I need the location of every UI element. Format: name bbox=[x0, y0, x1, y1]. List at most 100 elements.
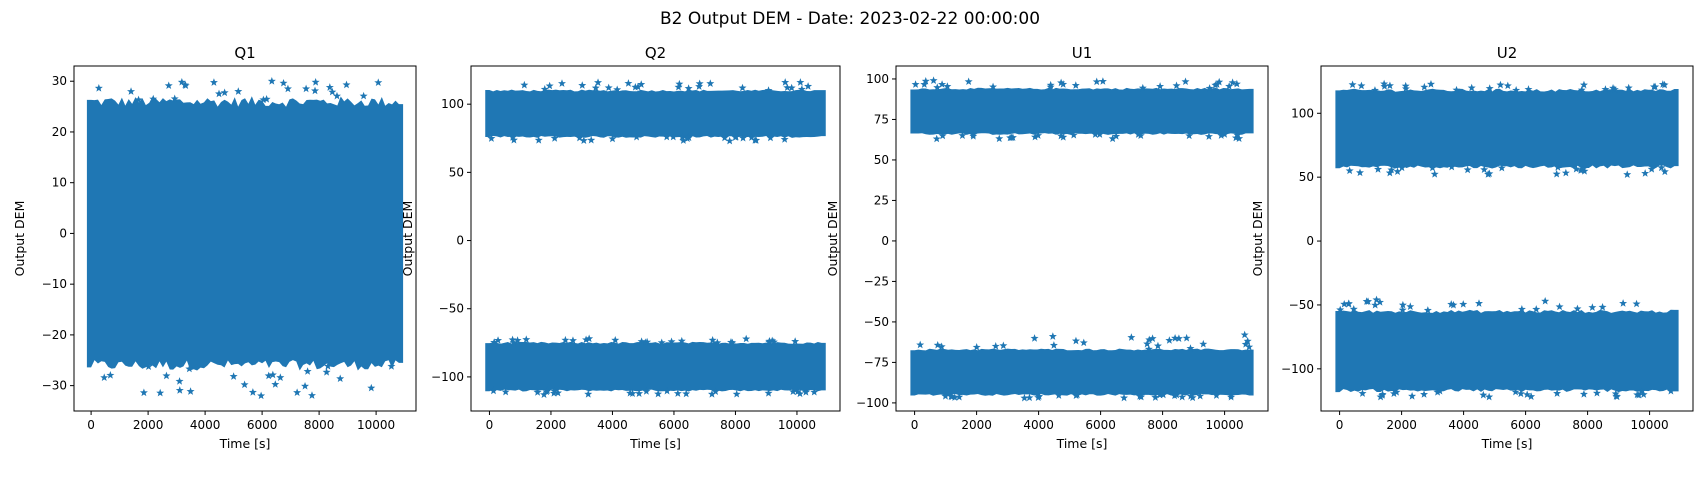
data-point bbox=[1449, 300, 1458, 309]
data-point bbox=[708, 335, 717, 344]
data-point bbox=[578, 81, 587, 89]
data-point bbox=[769, 337, 778, 346]
data-point bbox=[1233, 130, 1242, 139]
data-point bbox=[1137, 392, 1146, 401]
data-point bbox=[550, 134, 559, 142]
y-tick-label: 10 bbox=[52, 176, 67, 190]
data-point bbox=[1624, 83, 1633, 92]
data-point bbox=[1153, 341, 1162, 350]
data-point bbox=[947, 392, 956, 400]
data-point bbox=[921, 76, 930, 85]
data-point bbox=[322, 368, 331, 376]
y-tick-label: 50 bbox=[449, 165, 464, 179]
data-band bbox=[910, 348, 1254, 396]
data-point bbox=[631, 82, 640, 91]
data-point bbox=[683, 134, 692, 143]
data-point bbox=[1637, 387, 1646, 395]
data-point bbox=[1357, 81, 1366, 90]
data-point bbox=[585, 334, 594, 343]
data-point bbox=[1182, 333, 1191, 342]
data-point bbox=[1049, 341, 1058, 349]
x-axis-label: Time [s] bbox=[1481, 436, 1533, 451]
data-point bbox=[308, 391, 316, 399]
data-point bbox=[186, 387, 195, 395]
data-point bbox=[1452, 85, 1461, 94]
data-point bbox=[611, 335, 620, 344]
data-point bbox=[584, 390, 593, 398]
data-point bbox=[679, 136, 688, 144]
data-point bbox=[220, 88, 229, 97]
data-point bbox=[613, 85, 622, 94]
data-point bbox=[937, 342, 946, 351]
data-point bbox=[311, 86, 319, 95]
data-point bbox=[789, 387, 798, 396]
y-tick-label: 100 bbox=[1291, 106, 1314, 120]
data-point bbox=[1155, 390, 1164, 399]
data-point bbox=[1479, 390, 1488, 399]
data-point bbox=[950, 393, 959, 401]
data-point bbox=[695, 79, 704, 88]
data-point bbox=[1156, 82, 1165, 90]
data-point bbox=[325, 83, 334, 91]
data-point bbox=[793, 387, 802, 396]
x-axis-label: Time [s] bbox=[1056, 436, 1108, 451]
data-point bbox=[489, 386, 498, 395]
data-point bbox=[1657, 163, 1666, 172]
data-point bbox=[938, 131, 947, 140]
data-point bbox=[1666, 386, 1675, 395]
data-point bbox=[229, 372, 238, 380]
data-point bbox=[387, 362, 396, 370]
data-point bbox=[1057, 78, 1066, 87]
y-axis-label: Output DEM bbox=[1250, 201, 1265, 277]
x-tick-label: 8000 bbox=[720, 418, 751, 432]
data-point bbox=[999, 341, 1008, 350]
data-point bbox=[677, 336, 686, 345]
axes-frame bbox=[1320, 65, 1694, 412]
data-point bbox=[1020, 393, 1029, 402]
data-point bbox=[1380, 79, 1389, 88]
data-point bbox=[271, 380, 280, 388]
data-point bbox=[1340, 299, 1349, 308]
data-point bbox=[1145, 335, 1154, 344]
data-point bbox=[1447, 300, 1456, 308]
data-point bbox=[1071, 81, 1080, 89]
data-point bbox=[144, 362, 153, 371]
data-point bbox=[632, 132, 641, 141]
x-tick-label: 2000 bbox=[536, 418, 567, 432]
data-point bbox=[1433, 388, 1442, 396]
data-point bbox=[1030, 334, 1039, 342]
data-point bbox=[783, 83, 792, 92]
data-point bbox=[969, 131, 978, 140]
data-point bbox=[732, 132, 741, 141]
data-point bbox=[1245, 342, 1254, 351]
data-point bbox=[1601, 85, 1610, 93]
y-tick-label: 100 bbox=[441, 97, 464, 111]
y-tick-label: 50 bbox=[1299, 170, 1314, 184]
y-tick-label: −75 bbox=[864, 355, 889, 369]
y-tick-label: 75 bbox=[874, 112, 889, 126]
data-point bbox=[134, 95, 143, 104]
subplot-title: U1 bbox=[1072, 44, 1093, 62]
x-tick-label: 0 bbox=[1336, 418, 1344, 432]
data-point bbox=[545, 81, 554, 90]
data-point bbox=[1059, 132, 1068, 141]
data-point bbox=[1232, 79, 1241, 88]
data-point bbox=[94, 84, 103, 92]
data-point bbox=[1159, 390, 1168, 399]
data-point bbox=[1120, 393, 1129, 402]
x-tick-label: 10000 bbox=[1206, 418, 1244, 432]
data-point bbox=[1401, 84, 1410, 93]
data-point bbox=[911, 80, 920, 88]
data-point bbox=[1475, 299, 1483, 307]
data-point bbox=[1555, 302, 1564, 311]
data-point bbox=[667, 337, 676, 346]
data-point bbox=[1138, 83, 1147, 92]
data-point bbox=[1527, 392, 1536, 400]
data-point bbox=[264, 371, 273, 380]
figure-suptitle: B2 Output DEM - Date: 2023-02-22 00:00:0… bbox=[660, 9, 1040, 29]
data-point bbox=[262, 94, 271, 103]
data-point bbox=[1401, 81, 1410, 90]
data-point bbox=[695, 82, 704, 90]
data-point bbox=[268, 370, 277, 379]
